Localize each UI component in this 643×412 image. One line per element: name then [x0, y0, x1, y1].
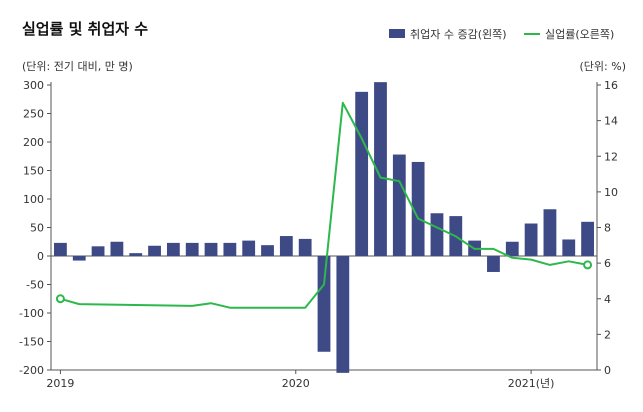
chart-title: 실업률 및 취업자 수 — [22, 20, 148, 38]
legend-bar-swatch — [389, 29, 405, 38]
right-tick-label: 0 — [604, 364, 611, 377]
bar — [279, 236, 293, 256]
right-tick-label: 14 — [604, 115, 618, 128]
bar — [204, 242, 218, 256]
left-tick-label: -150 — [19, 336, 44, 349]
bar — [581, 221, 594, 256]
bar — [505, 241, 519, 256]
bar — [317, 256, 331, 352]
bar — [336, 256, 350, 373]
right-tick-label: 8 — [604, 222, 611, 235]
right-tick-label: 12 — [604, 150, 618, 163]
right-tick-label: 10 — [604, 186, 618, 199]
bar — [562, 239, 576, 256]
left-tick-label: 150 — [23, 165, 44, 178]
bar — [91, 246, 105, 256]
bar — [54, 242, 67, 256]
plot-area: 300250200150100500-50-100-150-2001614121… — [19, 79, 618, 390]
legend: 취업자 수 증감(왼쪽) 실업률(오른쪽) — [389, 27, 614, 41]
bar — [242, 240, 256, 256]
bar — [223, 242, 237, 256]
legend-bar-label: 취업자 수 증감(왼쪽) — [410, 27, 507, 41]
bar — [185, 242, 199, 256]
x-tick-label: 2021(년) — [508, 377, 555, 390]
bar — [355, 91, 369, 256]
bar — [166, 242, 180, 256]
bar — [430, 213, 444, 256]
right-tick-label: 6 — [604, 257, 611, 270]
bar — [392, 154, 406, 256]
left-tick-label: -50 — [26, 279, 44, 292]
bar — [411, 161, 425, 256]
left-tick-label: 250 — [23, 108, 44, 121]
bar — [374, 82, 387, 257]
right-tick-label: 2 — [604, 328, 611, 341]
left-axis-unit: (단위: 전기 대비, 만 명) — [22, 60, 133, 73]
line-start-point — [55, 294, 65, 304]
left-tick-label: -200 — [19, 364, 44, 377]
left-tick-label: 0 — [37, 250, 44, 263]
bar — [148, 245, 161, 256]
left-tick-label: 100 — [23, 193, 44, 206]
x-tick-label: 2019 — [46, 377, 74, 390]
bar — [298, 238, 312, 256]
legend-line-label: 실업률(오른쪽) — [545, 28, 614, 41]
bar — [524, 223, 538, 256]
right-tick-label: 4 — [604, 293, 611, 306]
right-axis-unit: (단위: %) — [580, 60, 626, 73]
bar — [261, 245, 274, 256]
bar — [487, 256, 500, 272]
unemployment-line — [60, 101, 588, 309]
left-tick-label: 300 — [23, 79, 44, 92]
line-end-point — [583, 260, 593, 270]
bar — [129, 253, 143, 256]
left-tick-label: 200 — [23, 136, 44, 149]
left-tick-label: 50 — [30, 222, 44, 235]
bar — [72, 256, 86, 261]
x-tick-label: 2020 — [282, 377, 310, 390]
bar — [543, 209, 557, 256]
right-tick-label: 16 — [604, 79, 618, 92]
left-tick-label: -100 — [19, 307, 44, 320]
bar — [110, 241, 124, 256]
